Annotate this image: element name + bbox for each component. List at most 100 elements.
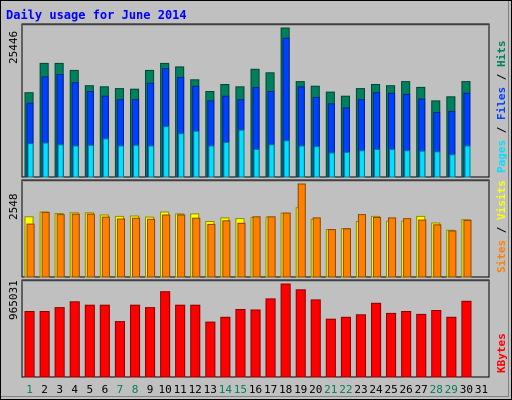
bar-kbytes [99, 304, 110, 378]
bar-pages [374, 149, 381, 178]
bar-kbytes [145, 307, 156, 378]
bar-sites [86, 213, 95, 278]
x-tick-label: 14 [219, 383, 233, 396]
x-tick-label: 11 [174, 383, 187, 396]
bar-sites [192, 217, 201, 278]
bar-kbytes [250, 309, 261, 378]
bar-pages [313, 146, 320, 178]
bar-sites [433, 224, 442, 278]
x-tick-label: 9 [147, 383, 154, 396]
x-tick-label: 4 [71, 383, 78, 396]
chart-title: Daily usage for June 2014 [6, 8, 187, 22]
bar-pages [208, 145, 215, 178]
bar-sites [282, 212, 291, 278]
bar-kbytes [84, 304, 95, 378]
bar-kbytes [114, 321, 126, 378]
bar-pages [404, 150, 411, 178]
bar-pages [102, 138, 109, 178]
bar-sites [388, 217, 397, 278]
bar-pages [358, 150, 365, 178]
bar-sites [312, 217, 321, 278]
bar-kbytes [401, 311, 412, 378]
bar-kbytes [355, 314, 366, 378]
x-tick-label: 13 [204, 383, 217, 396]
bar-sites [357, 214, 366, 278]
bar-sites [373, 217, 382, 278]
x-tick-label: 18 [279, 383, 292, 396]
bar-sites [418, 219, 427, 278]
bar-sites [116, 218, 126, 278]
bar-sites [342, 228, 351, 278]
bar-kbytes [235, 309, 246, 378]
x-tick-label: 19 [294, 383, 307, 396]
bar-pages [117, 145, 125, 178]
bar-kbytes [190, 304, 201, 378]
bar-sites [41, 211, 50, 278]
bar-kbytes [310, 299, 321, 378]
axis-max-label: 2548 [7, 194, 20, 221]
bar-kbytes [280, 283, 291, 378]
bar-pages [72, 145, 79, 178]
bar-pages [464, 145, 471, 178]
x-tick-label: 27 [415, 383, 428, 396]
bar-sites [101, 216, 110, 278]
bar-kbytes [340, 316, 351, 378]
bar-kbytes [175, 304, 186, 378]
bar-pages [133, 144, 140, 178]
bar-pages [42, 142, 49, 178]
bar-sites [207, 223, 216, 278]
x-tick-label: 10 [158, 383, 171, 396]
x-tick-label: 24 [369, 383, 383, 396]
x-tick-label: 15 [234, 383, 247, 396]
bar-pages [223, 142, 230, 178]
legend-separator: / [495, 120, 508, 140]
bar-sites [448, 230, 457, 278]
bar-sites [327, 229, 336, 278]
legend-visits: Visits [495, 180, 508, 220]
bar-pages [163, 126, 170, 178]
x-tick-label: 16 [249, 383, 262, 396]
x-tick-label: 6 [102, 383, 109, 396]
bar-kbytes [24, 311, 35, 378]
bar-kbytes [54, 307, 65, 378]
bar-kbytes [386, 312, 397, 378]
bar-pages [238, 129, 245, 178]
bar-sites [403, 218, 412, 278]
series-legend: Sites / Visits [495, 180, 508, 273]
bar-sites [177, 214, 186, 278]
x-tick-label: 23 [354, 383, 367, 396]
legend-files: Files [495, 87, 508, 120]
bar-kbytes [220, 316, 231, 378]
series-legend: Pages / Files / Hits [495, 41, 508, 174]
x-tick-label: 31 [475, 383, 488, 396]
bar-pages [253, 149, 260, 178]
x-tick-label: 21 [324, 383, 337, 396]
x-tick-label: 29 [445, 383, 458, 396]
bar-kbytes [431, 310, 442, 378]
bar-pages [148, 145, 155, 178]
bar-kbytes [325, 318, 336, 378]
bar-sites [267, 216, 276, 278]
series-legend: KBytes [495, 333, 508, 373]
legend-hits: Hits [495, 41, 508, 68]
x-tick-label: 28 [430, 383, 443, 396]
bar-pages [178, 133, 185, 178]
x-tick-label: 17 [264, 383, 277, 396]
x-tick-label: 1 [26, 383, 33, 396]
legend-separator: / [495, 220, 508, 240]
bar-pages [57, 144, 64, 178]
bar-kbytes [69, 301, 80, 378]
legend-separator: / [495, 67, 508, 87]
panel-top: 25446 Pages / Files / Hits [7, 23, 508, 178]
bar-pages [268, 144, 275, 178]
x-tick-label: 22 [339, 383, 352, 396]
bar-kbytes [461, 300, 472, 378]
legend-sites: Sites [495, 240, 508, 273]
x-tick-label: 25 [384, 383, 397, 396]
bar-pages [87, 144, 94, 178]
bar-sites [252, 216, 261, 278]
bar-pages [343, 151, 350, 178]
x-tick-label: 5 [86, 383, 93, 396]
bar-pages [434, 151, 441, 178]
